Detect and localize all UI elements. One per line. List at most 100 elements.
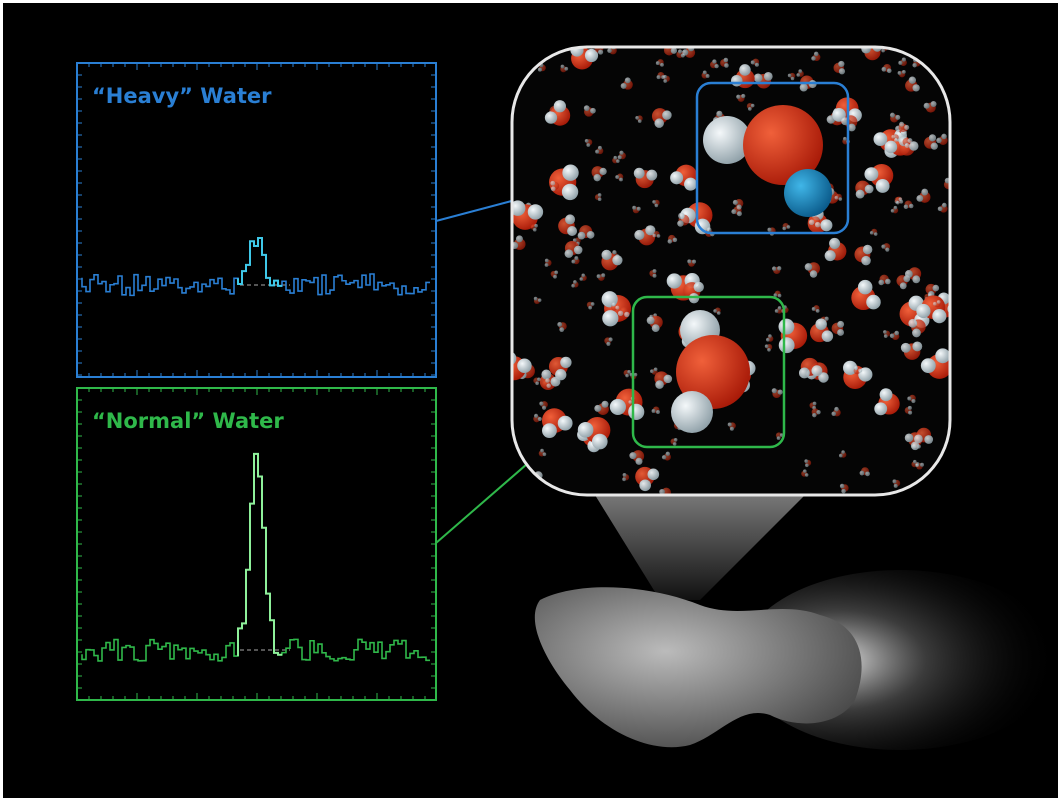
atom	[854, 365, 859, 370]
atom	[633, 372, 638, 377]
atom	[650, 369, 654, 374]
atom	[559, 327, 565, 333]
atom	[893, 483, 898, 488]
water-molecule	[586, 301, 595, 310]
atom	[607, 48, 612, 53]
atom	[866, 294, 881, 310]
atom	[884, 278, 891, 285]
water-molecule	[833, 60, 846, 75]
water-molecule	[571, 256, 580, 265]
atom	[652, 273, 657, 278]
water-molecule	[542, 378, 551, 388]
water-molecule	[878, 274, 891, 286]
water-molecule	[683, 281, 704, 304]
atom	[632, 205, 637, 210]
atom	[804, 473, 809, 477]
water-molecule	[611, 302, 620, 311]
atom	[588, 305, 593, 310]
water-molecule	[855, 180, 874, 199]
atom	[930, 142, 938, 150]
atom	[544, 111, 558, 124]
water-molecule	[923, 101, 937, 113]
atom	[673, 437, 678, 442]
atom	[633, 167, 645, 179]
atom	[672, 442, 677, 446]
water-molecule	[713, 307, 721, 315]
comet-nucleus	[534, 587, 862, 748]
atom	[619, 150, 624, 155]
atom	[923, 102, 930, 109]
water-molecule	[594, 400, 609, 416]
atom	[565, 214, 576, 225]
water-molecule	[650, 367, 658, 375]
atom	[893, 205, 898, 210]
atom	[932, 301, 937, 306]
atom	[586, 143, 591, 147]
atom	[594, 404, 602, 412]
atom	[713, 309, 717, 313]
water-molecule	[831, 320, 845, 336]
atom	[771, 388, 777, 394]
atom	[677, 49, 683, 54]
water-molecule	[774, 306, 783, 314]
atom	[904, 270, 913, 278]
atom	[670, 47, 678, 54]
atom	[834, 195, 839, 200]
atom	[843, 360, 858, 375]
atom	[599, 167, 607, 176]
atom	[875, 179, 890, 193]
atom	[617, 155, 622, 160]
atom	[597, 197, 602, 202]
atom	[736, 211, 742, 217]
atom	[899, 282, 907, 290]
atom	[515, 235, 523, 243]
atom	[815, 308, 820, 313]
atom	[869, 230, 874, 235]
atom	[896, 200, 900, 205]
atom	[628, 403, 645, 420]
atom	[655, 380, 664, 389]
water-molecule	[571, 280, 579, 288]
atom	[855, 189, 865, 199]
water-molecule	[801, 469, 809, 477]
atom	[651, 409, 656, 413]
atom	[928, 134, 937, 142]
atom	[803, 469, 807, 473]
water-molecule	[635, 115, 643, 123]
atom	[782, 226, 787, 231]
atom	[771, 266, 777, 271]
water-molecule	[537, 63, 546, 72]
atom	[912, 328, 921, 338]
atom	[908, 318, 918, 328]
atom	[898, 197, 903, 202]
atom	[920, 462, 925, 467]
water-molecule	[936, 133, 948, 145]
atom	[645, 225, 656, 236]
atom	[861, 255, 871, 266]
atom	[864, 184, 874, 194]
water-molecule	[903, 200, 914, 210]
atom	[560, 356, 572, 369]
atom	[539, 401, 544, 406]
water-molecule	[787, 72, 796, 81]
water-molecule	[654, 371, 673, 389]
atom	[838, 68, 846, 75]
water-molecule	[541, 408, 573, 439]
atom	[608, 337, 613, 342]
water-molecule	[632, 205, 641, 214]
atom	[692, 259, 697, 264]
atom	[714, 63, 719, 69]
water-molecule	[905, 76, 920, 92]
water-molecule	[753, 72, 773, 89]
atom	[597, 145, 602, 150]
atom	[581, 273, 586, 278]
atom	[916, 303, 931, 319]
water-molecule	[889, 330, 900, 341]
atom	[570, 47, 584, 57]
atom	[652, 269, 657, 274]
spectrum-panel: “Heavy” Water	[76, 62, 437, 378]
atom	[622, 477, 626, 482]
spectrum-panel: “Normal” Water	[76, 387, 437, 701]
highlight-box	[631, 295, 786, 449]
atom	[815, 318, 827, 330]
